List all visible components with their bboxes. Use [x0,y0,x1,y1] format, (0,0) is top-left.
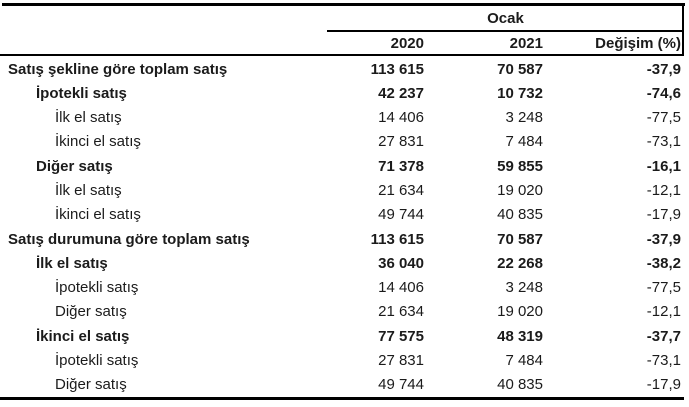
value-change: -38,2 [646,254,681,272]
value-2021: 19 020 [497,182,543,200]
row-label: Diğer satış [55,376,127,394]
value-change: -74,6 [646,84,681,102]
row-label: İlk el satış [55,109,122,127]
value-2021: 48 319 [497,327,543,345]
value-change: -73,1 [646,352,681,370]
column-header-change: Değişim (%) [595,35,681,52]
value-2020: 21 634 [378,303,424,321]
table-row: İlk el satış 36 040 22 268 -38,2 [0,251,689,275]
table-row: İlk el satış 14 406 3 248 -77,5 [0,106,689,130]
row-label: İkinci el satış [55,206,141,224]
value-change: -37,9 [646,230,681,248]
period-header-underline [327,30,684,32]
row-label: İkinci el satış [36,327,130,345]
value-change: -73,1 [646,133,681,151]
table-row: Diğer satış 71 378 59 855 -16,1 [0,154,689,178]
value-2020: 71 378 [378,157,424,175]
value-change: -77,5 [646,109,681,127]
row-label: Satış şekline göre toplam satış [8,60,228,78]
value-2020: 21 634 [378,182,424,200]
table-row: İkinci el satış 27 831 7 484 -73,1 [0,130,689,154]
column-header-row: 2020 2021 Değişim (%) [0,33,689,54]
table-row: İpotekli satış 42 237 10 732 -74,6 [0,81,689,105]
value-change: -37,9 [646,60,681,78]
table-row: İpotekli satış 27 831 7 484 -73,1 [0,348,689,372]
value-2021: 40 835 [497,376,543,394]
row-label: İpotekli satış [36,84,127,102]
value-change: -17,9 [646,376,681,394]
value-2020: 42 237 [378,84,424,102]
value-2021: 7 484 [505,352,543,370]
period-header: Ocak [487,10,524,27]
column-header-2021: 2021 [509,35,543,52]
table-bottom-border [0,397,684,400]
value-2021: 7 484 [505,133,543,151]
value-2020: 113 615 [370,60,424,78]
header-bottom-border [0,54,684,56]
row-label: İpotekli satış [55,279,139,297]
row-label: İlk el satış [55,182,122,200]
value-2021: 40 835 [497,206,543,224]
table-row: İkinci el satış 77 575 48 319 -37,7 [0,324,689,348]
row-label: Satış durumuna göre toplam satış [8,230,250,248]
value-2020: 113 615 [370,230,424,248]
row-label: İlk el satış [36,254,108,272]
table-body: Satış şekline göre toplam satış 113 615 … [0,57,689,397]
value-change: -12,1 [646,182,681,200]
row-label: Diğer satış [55,303,127,321]
value-2021: 70 587 [497,60,543,78]
row-label: İkinci el satış [55,133,141,151]
value-2020: 49 744 [378,206,424,224]
value-2021: 3 248 [505,279,543,297]
row-label: Diğer satış [36,157,113,175]
table-row: İlk el satış 21 634 19 020 -12,1 [0,178,689,202]
value-2021: 59 855 [497,157,543,175]
value-2020: 27 831 [378,133,424,151]
value-change: -17,9 [646,206,681,224]
table-row: İpotekli satış 14 406 3 248 -77,5 [0,276,689,300]
value-2020: 77 575 [378,327,424,345]
table-row: Diğer satış 21 634 19 020 -12,1 [0,300,689,324]
table-row: Diğer satış 49 744 40 835 -17,9 [0,373,689,397]
value-2020: 36 040 [378,254,424,272]
table-top-border [2,3,685,6]
column-header-2020: 2020 [390,35,424,52]
value-2021: 19 020 [497,303,543,321]
value-2020: 49 744 [378,376,424,394]
row-label: İpotekli satış [55,352,139,370]
value-2021: 3 248 [505,109,543,127]
value-2020: 14 406 [378,279,424,297]
value-change: -12,1 [646,303,681,321]
table-row: Satış durumuna göre toplam satış 113 615… [0,227,689,251]
value-2020: 27 831 [378,352,424,370]
table-row: İkinci el satış 49 744 40 835 -17,9 [0,203,689,227]
header-right-border [682,3,684,56]
value-2021: 70 587 [497,230,543,248]
value-2020: 14 406 [378,109,424,127]
value-change: -37,7 [646,327,681,345]
value-2021: 22 268 [497,254,543,272]
value-2021: 10 732 [497,84,543,102]
value-change: -77,5 [646,279,681,297]
table-row: Satış şekline göre toplam satış 113 615 … [0,57,689,81]
value-change: -16,1 [646,157,681,175]
